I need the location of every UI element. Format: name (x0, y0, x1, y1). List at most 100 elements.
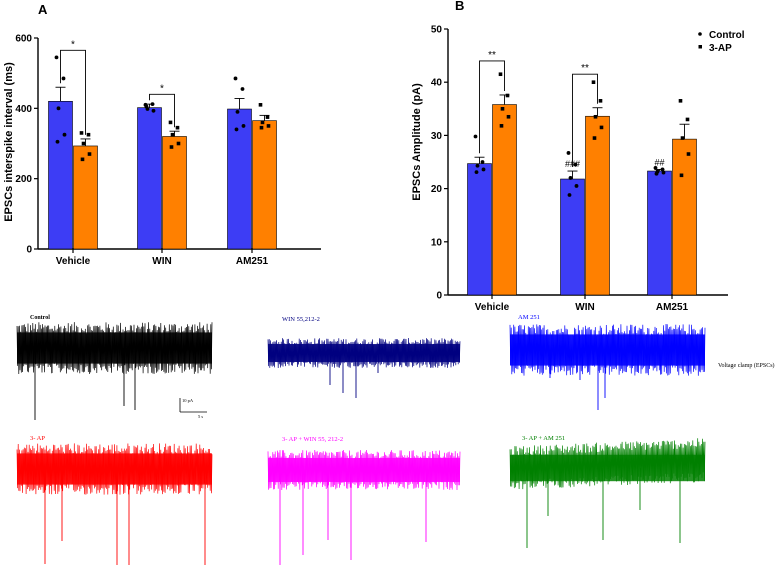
data-point-control (654, 171, 659, 176)
data-point-3ap (170, 132, 175, 137)
data-point-3ap (258, 103, 263, 107)
significance-bracket (60, 49, 86, 135)
data-point-3ap (591, 80, 596, 84)
panel-a-label: A (38, 2, 48, 17)
y-tick-label: 0 (26, 245, 32, 256)
data-point-3ap (685, 117, 690, 122)
data-point-control (566, 151, 571, 155)
data-point-control (240, 87, 245, 91)
data-point-3ap (81, 141, 86, 146)
trace-body (17, 332, 212, 364)
chart-a: 0 200 400 600 Vehicle WIN AM251 * * (15, 34, 321, 267)
legend-3ap-label: 3-AP (709, 43, 732, 54)
data-point-3ap (680, 136, 685, 140)
y-tick-label: 400 (15, 104, 32, 115)
bar-3ap (492, 104, 517, 296)
data-point-3ap (176, 141, 181, 146)
chart-b-legend: Control 3-AP (698, 30, 745, 54)
data-point-control (480, 160, 485, 164)
data-point-control (233, 76, 238, 81)
data-point-control (56, 106, 61, 111)
data-point-3ap (593, 114, 598, 119)
y-tick-label: 600 (15, 34, 32, 45)
data-point-3ap (79, 131, 84, 135)
data-point-control (574, 184, 579, 188)
trace-label-3ap: 3- AP (30, 435, 45, 442)
data-point-control (568, 176, 573, 180)
bar-control (647, 170, 672, 296)
y-tick-label: 50 (431, 25, 443, 36)
data-point-3ap (169, 145, 174, 149)
data-point-control (144, 104, 149, 109)
trace-body (17, 453, 212, 485)
data-point-control (234, 127, 239, 132)
data-point-3ap (87, 152, 92, 156)
trace-body (268, 458, 460, 482)
significance-bracket (149, 93, 175, 128)
x-tick-label: Vehicle (475, 302, 510, 313)
data-point-control (660, 167, 665, 172)
chart-a-ylabel: EPSCs interspike interval (ms) (3, 62, 15, 222)
data-point-control (241, 124, 246, 128)
bar-control (137, 107, 162, 250)
data-point-control (61, 76, 66, 81)
y-tick-label: 10 (431, 237, 443, 248)
data-point-control (475, 163, 480, 168)
bar-3ap (73, 145, 98, 250)
data-point-control (661, 170, 666, 175)
bar-control (48, 101, 73, 250)
trace-label-3ap-am251: 3- AP + AM 251 (522, 435, 565, 442)
data-point-3ap (506, 114, 511, 119)
bar-3ap (585, 115, 610, 296)
data-point-3ap (500, 107, 505, 111)
data-point-3ap (598, 99, 603, 103)
trace-label-control: Control (30, 315, 50, 321)
data-point-control (151, 108, 156, 113)
scale-bar-y-label: 10 pA (182, 398, 194, 403)
data-point-3ap (499, 124, 504, 128)
hash-annotation: ## (654, 157, 664, 167)
data-point-control (481, 167, 486, 172)
data-point-3ap (505, 93, 510, 98)
significance-bracket (572, 73, 598, 168)
scale-bar-x-label: 5 s (198, 414, 203, 419)
trace-body (268, 344, 460, 362)
bar-control (227, 108, 252, 250)
significance-label: ** (488, 50, 496, 61)
data-point-3ap (175, 125, 180, 130)
data-point-control (573, 162, 578, 167)
significance-bracket (479, 60, 505, 154)
x-tick-label: Vehicle (56, 256, 91, 267)
data-point-control (55, 139, 60, 144)
bar-control (467, 163, 492, 296)
data-point-control (54, 55, 59, 60)
x-tick-label: WIN (152, 256, 171, 267)
data-point-control (653, 165, 658, 170)
significance-label: * (71, 39, 75, 50)
data-point-3ap (599, 125, 604, 130)
bar-3ap (672, 138, 697, 296)
data-point-3ap (498, 72, 503, 77)
data-point-control (473, 134, 478, 139)
trace-label-3ap-win: 3- AP + WIN 55, 212-2 (282, 436, 343, 443)
traces-panel (16, 322, 706, 565)
data-point-3ap (80, 157, 85, 162)
data-point-3ap (679, 173, 684, 178)
data-point-control (474, 170, 479, 175)
data-point-3ap (592, 136, 597, 140)
y-tick-label: 40 (431, 78, 443, 89)
scale-bar: 10 pA 5 s (179, 398, 207, 419)
bar-3ap (162, 136, 187, 250)
y-tick-label: 0 (436, 291, 442, 302)
data-point-control (62, 132, 67, 137)
panel-b-label: B (455, 0, 464, 13)
data-point-control (150, 102, 155, 107)
data-point-3ap (259, 125, 264, 130)
y-tick-label: 30 (431, 131, 443, 142)
data-point-control (567, 193, 572, 197)
legend-control-marker (698, 32, 702, 36)
trace-body (510, 334, 705, 366)
data-point-3ap (260, 120, 265, 125)
